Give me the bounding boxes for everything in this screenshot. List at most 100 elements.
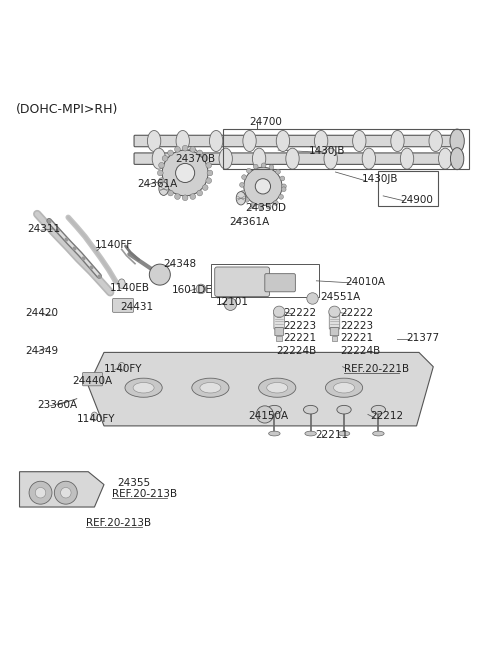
Circle shape xyxy=(60,488,71,498)
Circle shape xyxy=(175,194,180,200)
Ellipse shape xyxy=(267,382,288,393)
Text: 24311: 24311 xyxy=(28,224,61,235)
Circle shape xyxy=(203,156,208,161)
Circle shape xyxy=(266,204,271,209)
Ellipse shape xyxy=(324,148,337,169)
FancyBboxPatch shape xyxy=(215,267,270,297)
Text: REF.20-213B: REF.20-213B xyxy=(112,489,177,499)
Ellipse shape xyxy=(186,148,199,169)
Polygon shape xyxy=(88,353,433,426)
Ellipse shape xyxy=(338,431,350,436)
Circle shape xyxy=(244,167,282,206)
Circle shape xyxy=(190,146,196,152)
Text: REF.20-221B: REF.20-221B xyxy=(344,364,409,374)
Circle shape xyxy=(274,306,285,318)
Text: 24361A: 24361A xyxy=(229,217,270,227)
Ellipse shape xyxy=(337,405,351,414)
Text: 23360A: 23360A xyxy=(37,400,77,410)
Circle shape xyxy=(197,150,203,156)
Circle shape xyxy=(240,183,244,187)
Ellipse shape xyxy=(243,130,256,152)
Text: 1140EB: 1140EB xyxy=(110,283,150,293)
Ellipse shape xyxy=(159,182,168,196)
Bar xyxy=(332,336,337,341)
Circle shape xyxy=(207,170,213,176)
Text: 22224B: 22224B xyxy=(276,346,316,356)
Circle shape xyxy=(190,194,196,200)
Ellipse shape xyxy=(269,431,280,436)
Text: 24900: 24900 xyxy=(400,194,433,205)
Circle shape xyxy=(149,264,170,285)
Text: 22223: 22223 xyxy=(340,321,373,331)
Text: 1140FY: 1140FY xyxy=(104,364,143,374)
Ellipse shape xyxy=(400,148,414,169)
Text: 1601DE: 1601DE xyxy=(172,285,213,295)
Circle shape xyxy=(175,146,180,152)
Ellipse shape xyxy=(303,405,318,414)
Ellipse shape xyxy=(450,148,464,169)
FancyBboxPatch shape xyxy=(274,313,284,329)
Circle shape xyxy=(329,306,340,318)
Circle shape xyxy=(176,163,195,183)
Circle shape xyxy=(54,481,77,504)
Polygon shape xyxy=(20,472,104,507)
Ellipse shape xyxy=(118,362,125,371)
Ellipse shape xyxy=(200,382,221,393)
Circle shape xyxy=(274,200,278,205)
Circle shape xyxy=(168,150,173,156)
Ellipse shape xyxy=(391,130,404,152)
Text: 24440A: 24440A xyxy=(72,376,112,386)
Text: 22222: 22222 xyxy=(283,308,316,318)
Circle shape xyxy=(29,481,52,504)
Ellipse shape xyxy=(176,130,190,152)
Ellipse shape xyxy=(192,378,229,397)
Text: 22224B: 22224B xyxy=(340,346,381,356)
Circle shape xyxy=(162,185,168,190)
Text: REF.20-213B: REF.20-213B xyxy=(86,518,152,528)
Text: 12101: 12101 xyxy=(216,297,249,307)
Ellipse shape xyxy=(118,279,125,289)
Text: 24010A: 24010A xyxy=(345,277,385,287)
Ellipse shape xyxy=(429,130,443,152)
Circle shape xyxy=(244,198,249,202)
Text: 24551A: 24551A xyxy=(320,292,360,302)
Ellipse shape xyxy=(305,431,316,436)
Text: 24700: 24700 xyxy=(250,117,282,127)
Text: 22212: 22212 xyxy=(370,411,403,421)
Circle shape xyxy=(256,406,274,423)
Ellipse shape xyxy=(133,382,154,393)
FancyBboxPatch shape xyxy=(265,273,295,292)
Circle shape xyxy=(261,163,266,168)
Circle shape xyxy=(281,187,286,192)
Circle shape xyxy=(159,162,164,168)
Ellipse shape xyxy=(372,431,384,436)
Text: 24355: 24355 xyxy=(117,478,150,488)
FancyBboxPatch shape xyxy=(83,372,103,386)
Text: 22221: 22221 xyxy=(283,333,316,343)
Circle shape xyxy=(269,165,274,169)
Ellipse shape xyxy=(276,130,289,152)
Ellipse shape xyxy=(147,130,161,152)
Text: 22211: 22211 xyxy=(315,430,348,440)
Circle shape xyxy=(281,184,286,188)
Ellipse shape xyxy=(362,148,375,169)
Circle shape xyxy=(203,185,208,190)
Circle shape xyxy=(240,190,245,195)
Circle shape xyxy=(251,202,255,208)
Ellipse shape xyxy=(125,378,162,397)
Circle shape xyxy=(159,178,164,183)
Ellipse shape xyxy=(353,130,366,152)
Text: 24370B: 24370B xyxy=(176,154,216,163)
Circle shape xyxy=(162,150,208,196)
Text: 21377: 21377 xyxy=(406,333,439,343)
Ellipse shape xyxy=(152,148,166,169)
Ellipse shape xyxy=(286,148,299,169)
Circle shape xyxy=(182,195,188,200)
Circle shape xyxy=(206,162,212,168)
FancyBboxPatch shape xyxy=(329,313,340,329)
Ellipse shape xyxy=(236,192,246,205)
Circle shape xyxy=(162,156,168,161)
Circle shape xyxy=(258,205,263,210)
Ellipse shape xyxy=(219,148,232,169)
Circle shape xyxy=(182,145,188,151)
